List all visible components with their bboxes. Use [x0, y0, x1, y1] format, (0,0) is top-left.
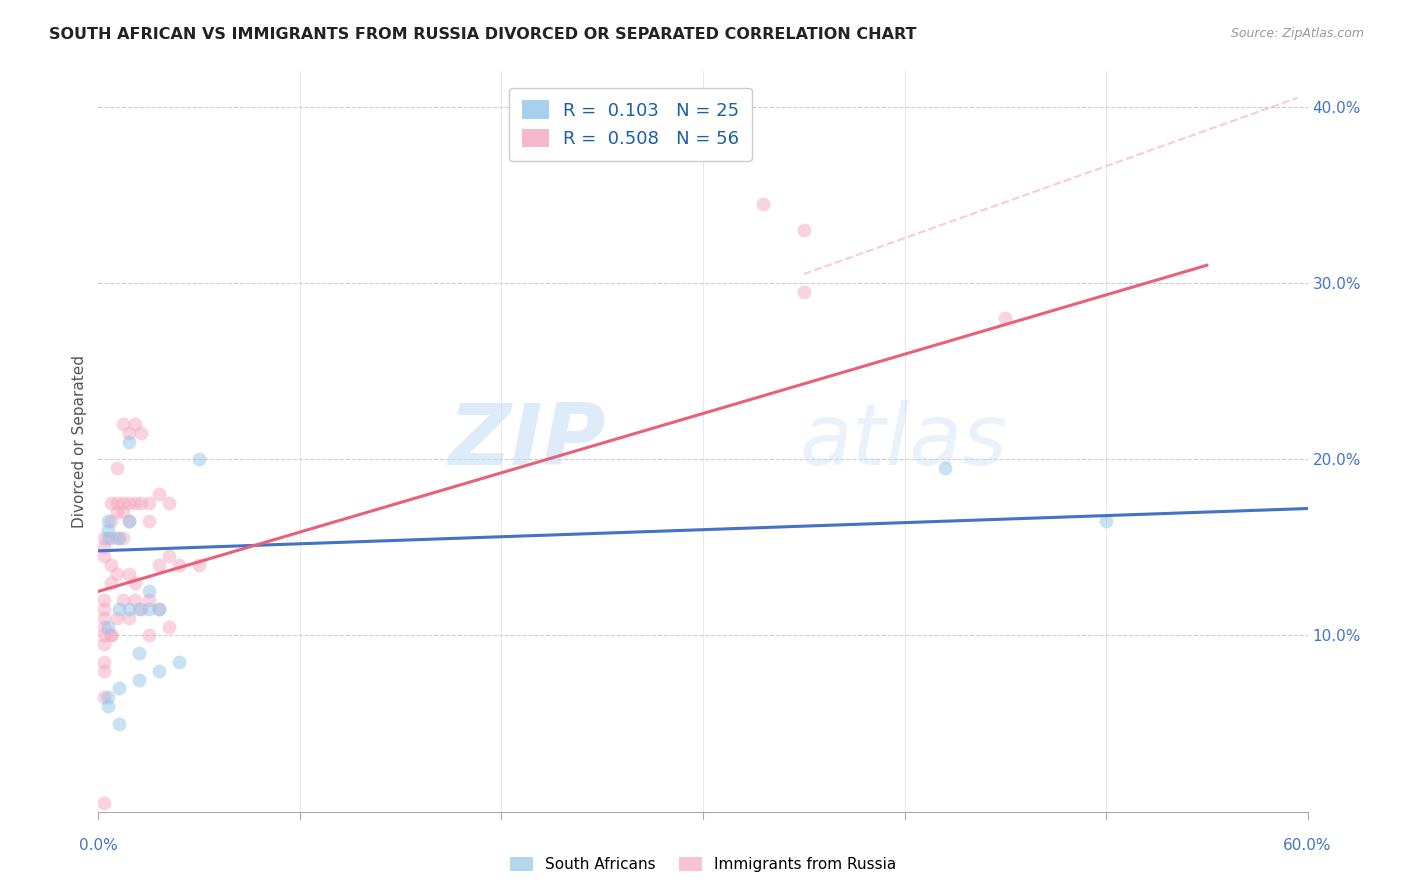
Point — [148, 602, 170, 616]
Point — [105, 496, 128, 510]
Text: atlas: atlas — [800, 400, 1008, 483]
Point — [105, 611, 128, 625]
Point — [111, 532, 134, 546]
Point — [100, 558, 122, 572]
Text: ZIP: ZIP — [449, 400, 606, 483]
Point — [124, 417, 146, 431]
Point — [118, 566, 141, 581]
Legend: R =  0.103   N = 25, R =  0.508   N = 56: R = 0.103 N = 25, R = 0.508 N = 56 — [509, 87, 752, 161]
Point — [97, 532, 120, 546]
Point — [111, 593, 134, 607]
Point — [118, 611, 141, 625]
Point — [107, 716, 129, 731]
Point — [107, 602, 129, 616]
Y-axis label: Divorced or Separated: Divorced or Separated — [72, 355, 87, 528]
Point — [97, 514, 120, 528]
Point — [93, 690, 115, 705]
Point — [118, 434, 141, 449]
Point — [148, 602, 170, 616]
Text: SOUTH AFRICAN VS IMMIGRANTS FROM RUSSIA DIVORCED OR SEPARATED CORRELATION CHART: SOUTH AFRICAN VS IMMIGRANTS FROM RUSSIA … — [49, 27, 917, 42]
Point — [118, 514, 141, 528]
Point — [93, 541, 115, 555]
Point — [934, 461, 956, 475]
Text: 60.0%: 60.0% — [1284, 838, 1331, 853]
Point — [188, 558, 211, 572]
Point — [167, 655, 190, 669]
Point — [129, 602, 152, 616]
Text: 0.0%: 0.0% — [79, 838, 118, 853]
Point — [105, 505, 128, 519]
Point — [138, 584, 160, 599]
Point — [129, 496, 152, 510]
Point — [148, 558, 170, 572]
Point — [118, 496, 141, 510]
Point — [124, 496, 146, 510]
Point — [128, 673, 150, 687]
Point — [111, 496, 134, 510]
Point — [752, 196, 775, 211]
Point — [111, 505, 134, 519]
Point — [167, 558, 190, 572]
Point — [93, 664, 115, 678]
Point — [97, 698, 120, 713]
Point — [100, 628, 122, 642]
Text: Source: ZipAtlas.com: Source: ZipAtlas.com — [1230, 27, 1364, 40]
Point — [128, 602, 150, 616]
Point — [93, 611, 115, 625]
Point — [100, 575, 122, 590]
Point — [118, 514, 141, 528]
Point — [188, 452, 211, 467]
Point — [148, 664, 170, 678]
Point — [129, 425, 152, 440]
Point — [100, 628, 122, 642]
Point — [105, 461, 128, 475]
Point — [128, 646, 150, 660]
Point — [118, 602, 141, 616]
Point — [124, 593, 146, 607]
Point — [793, 223, 815, 237]
Point — [93, 637, 115, 651]
Point — [93, 655, 115, 669]
Point — [148, 487, 170, 501]
Point — [138, 496, 160, 510]
Point — [111, 417, 134, 431]
Point — [124, 575, 146, 590]
Point — [97, 690, 120, 705]
Point — [138, 593, 160, 607]
Point — [93, 628, 115, 642]
Point — [93, 796, 115, 810]
Point — [93, 602, 115, 616]
Point — [93, 593, 115, 607]
Point — [107, 532, 129, 546]
Point — [118, 425, 141, 440]
Point — [100, 496, 122, 510]
Point — [93, 549, 115, 563]
Point — [138, 628, 160, 642]
Point — [100, 532, 122, 546]
Point — [107, 681, 129, 696]
Point — [157, 549, 180, 563]
Point — [157, 619, 180, 633]
Point — [138, 514, 160, 528]
Point — [97, 523, 120, 537]
Point — [93, 619, 115, 633]
Point — [93, 532, 115, 546]
Point — [105, 566, 128, 581]
Point — [100, 514, 122, 528]
Legend: South Africans, Immigrants from Russia: South Africans, Immigrants from Russia — [502, 849, 904, 880]
Point — [97, 619, 120, 633]
Point — [994, 311, 1017, 326]
Point — [105, 532, 128, 546]
Point — [138, 602, 160, 616]
Point — [793, 285, 815, 299]
Point — [1095, 514, 1118, 528]
Point — [157, 496, 180, 510]
